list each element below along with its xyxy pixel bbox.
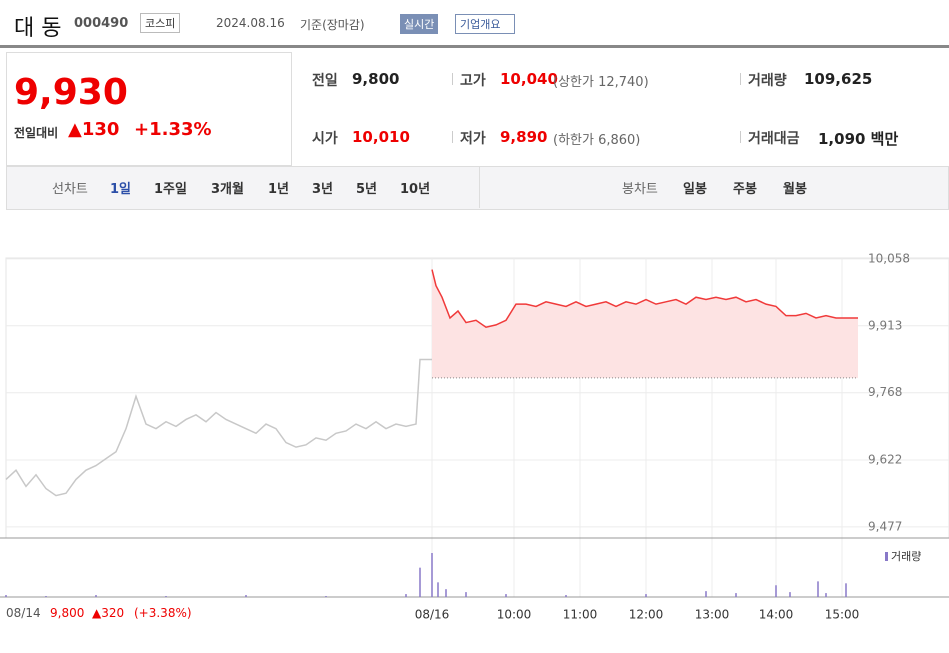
line-tab-item[interactable]: 1년 (268, 182, 290, 197)
tab-bar (6, 166, 949, 210)
x-tick-label: 13:00 (695, 608, 730, 622)
current-price: 9,930 (14, 72, 128, 113)
candle-tab-item[interactable]: 일봉 (683, 182, 707, 197)
separator (740, 131, 741, 143)
separator (452, 73, 453, 85)
plot-frame (5, 257, 949, 539)
info-value: 9,890 (500, 128, 548, 146)
separator (740, 73, 741, 85)
line-tab-item[interactable]: 1주일 (154, 182, 187, 197)
candle-tab-item[interactable]: 주봉 (733, 182, 757, 197)
volume-bar (817, 581, 819, 597)
line (431, 269, 858, 328)
volume-bar (735, 593, 737, 597)
info-limit: (하한가 6,860) (553, 133, 641, 148)
info-value: 9,800 (352, 70, 400, 88)
prev-date: 08/14 (6, 606, 41, 620)
tab-divider (479, 166, 480, 208)
prev-change: ▲320 (92, 606, 125, 620)
x-tick-label: 11:00 (563, 608, 598, 622)
info-value: 10,010 (352, 128, 410, 146)
x-tick-label: 10:00 (497, 608, 532, 622)
volume-bar (825, 593, 827, 597)
volume-bar (645, 594, 647, 597)
info-label: 거래량 (748, 73, 787, 89)
line-tab-item[interactable]: 5년 (356, 182, 378, 197)
volume-bar (245, 595, 247, 597)
prev-close: 9,800 (50, 606, 85, 620)
volume-bar (505, 594, 507, 597)
stock-name: 대 동 (14, 16, 62, 41)
date-note: 기준(장마감) (300, 18, 365, 32)
volume-bar (789, 592, 791, 597)
volume-bar (445, 589, 447, 597)
y-tick-label: 9,622 (868, 453, 902, 467)
line (5, 358, 432, 497)
volume-bar (431, 553, 433, 597)
volume-bar (165, 596, 167, 597)
x-tick-label: 14:00 (759, 608, 794, 622)
line-tab-item[interactable]: 10년 (400, 182, 431, 197)
price-box (6, 52, 292, 166)
info-label: 고가 (460, 73, 486, 89)
info-value: 109,625 (804, 70, 873, 88)
line-tab-item[interactable]: 1일 (110, 182, 132, 197)
info-label: 거래대금 (748, 131, 800, 147)
line-tab-item[interactable]: 3년 (312, 182, 334, 197)
volume-bar (565, 595, 567, 597)
volume-bar (465, 592, 467, 597)
volume-bar (705, 591, 707, 597)
prev-pct: (+3.38%) (134, 606, 192, 620)
volume-bar (5, 595, 7, 597)
volume-bar (775, 585, 777, 597)
x-tick-label: 12:00 (629, 608, 664, 622)
separator (452, 131, 453, 143)
divider (0, 45, 949, 48)
volume-bar (437, 582, 439, 597)
change: ▲130 (68, 119, 120, 140)
candle-tab-label: 봉차트 (622, 182, 658, 197)
y-tick-label: 10,058 (868, 251, 910, 265)
info-value: 1,090 백만 (818, 130, 899, 148)
y-tick-label: 9,913 (868, 318, 902, 332)
candle-tab-item[interactable]: 월봉 (783, 182, 807, 197)
change-pct: +1.33% (134, 119, 212, 140)
y-tick-label: 9,768 (868, 385, 902, 399)
info-label: 시가 (312, 131, 338, 147)
volume-bar (325, 596, 327, 597)
info-label: 전일 (312, 73, 338, 89)
info-limit: (상한가 12,740) (553, 75, 649, 90)
x-tick-label: 08/16 (415, 608, 450, 622)
info-value: 10,040 (500, 70, 558, 88)
x-tick-label: 15:00 (825, 608, 860, 622)
line-tab-label: 선차트 (52, 182, 88, 197)
volume-bar (45, 596, 47, 597)
volume-bar (95, 595, 97, 597)
legend-swatch (885, 552, 888, 561)
line-tab-item[interactable]: 3개월 (211, 182, 244, 197)
market-badge: 코스피 (140, 13, 181, 33)
volume-bar (845, 583, 847, 597)
realtime-button[interactable]: 실시간 (400, 14, 439, 34)
y-tick-label: 9,477 (868, 519, 902, 533)
legend-label: 거래량 (891, 550, 921, 563)
area (432, 269, 858, 378)
company-button[interactable]: 기업개요 (455, 14, 516, 34)
stock-code: 000490 (74, 16, 129, 31)
chart: 9,477 9,622 9,768 9,913 10,058 08/16 10:00 11:0… (0, 251, 949, 622)
volume-bar (419, 567, 421, 597)
change-label: 전일대비 (14, 126, 59, 140)
date: 2024.08.16 (216, 16, 285, 30)
info-label: 저가 (460, 131, 486, 147)
volume-bar (405, 594, 407, 597)
